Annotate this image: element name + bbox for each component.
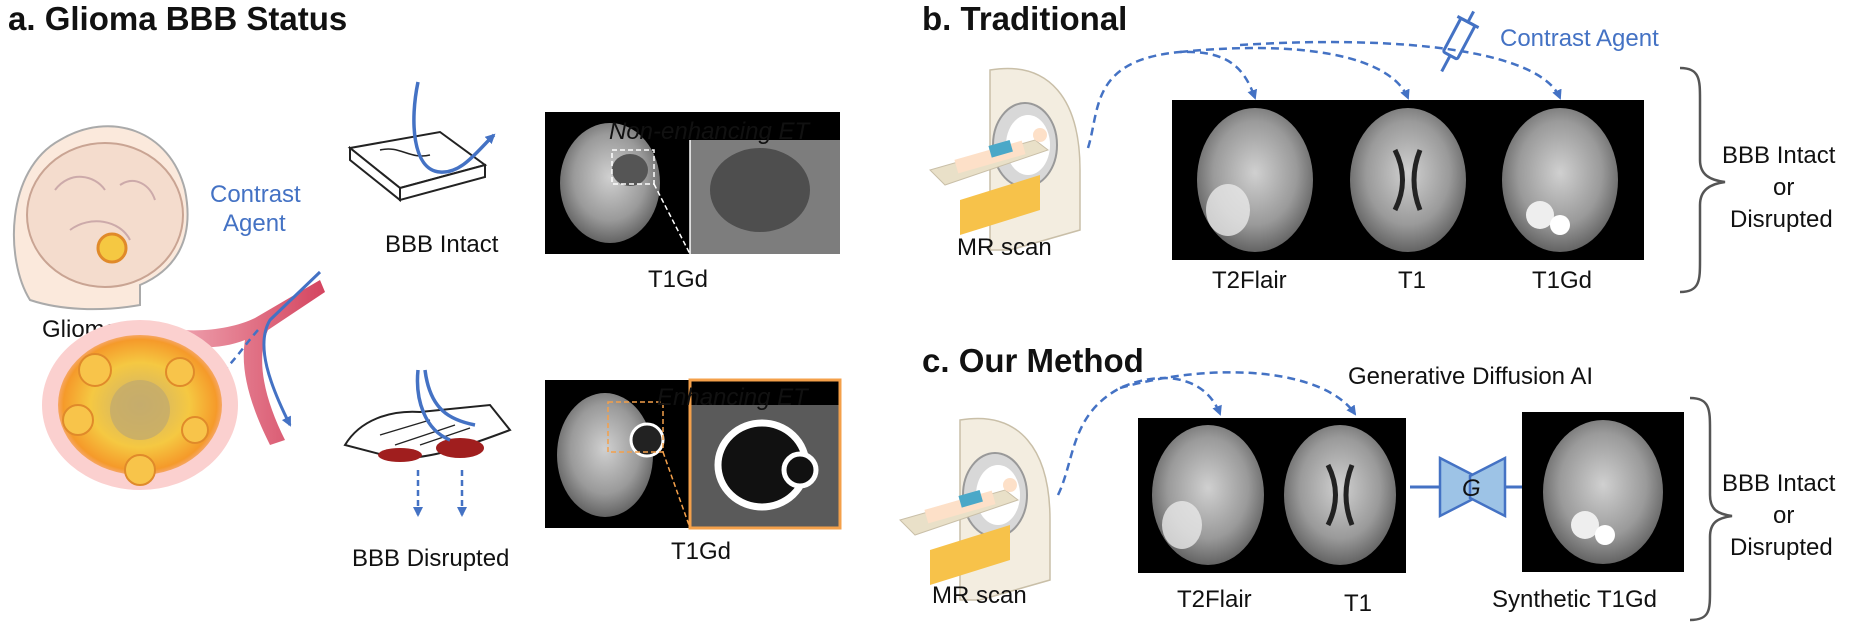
t1-scan-b: [1350, 108, 1466, 252]
t2flair-label-b: T2Flair: [1212, 267, 1287, 294]
bbb-intact-label: BBB Intact: [385, 231, 499, 258]
outcome-b-line3: Disrupted: [1730, 206, 1833, 233]
t1gd-intact-caption: T1Gd: [648, 266, 708, 293]
head-illustration: [12, 125, 189, 311]
syringe-icon: [1440, 10, 1480, 73]
outcome-b-line1: BBB Intact: [1722, 142, 1836, 169]
generative-diffusion-ai-label: Generative Diffusion AI: [1348, 363, 1593, 390]
t1gd-disrupted-caption: T1Gd: [671, 538, 731, 565]
outcome-brace-b: [1679, 66, 1726, 294]
t2flair-scan-c: [1152, 425, 1264, 565]
t1gd-scan-b: [1502, 108, 1618, 252]
panel-a-title: a. Glioma BBB Status: [8, 0, 347, 37]
generator-block: [1410, 455, 1532, 519]
blood-vessel-illustration: [150, 270, 325, 445]
t2flair-scan-b: [1197, 108, 1313, 252]
t2flair-label-c: T2Flair: [1177, 586, 1252, 613]
contrast-agent-label-line2: Agent: [223, 210, 286, 237]
t1-label-c: T1: [1344, 590, 1372, 617]
bbb-disrupted-label: BBB Disrupted: [352, 545, 509, 572]
non-enhancing-et-label: Non-enhancing ET: [609, 118, 811, 145]
enhancing-et-label: Enhancing ET: [657, 384, 810, 411]
synthetic-t1gd-scan: [1543, 420, 1663, 564]
tumor-illustration: [42, 320, 238, 490]
contrast-agent-label-line1: Contrast: [210, 181, 301, 208]
panel-c-title: c. Our Method: [922, 342, 1144, 379]
t1-label-b: T1: [1398, 267, 1426, 294]
mr-scanner-b-illustration: [929, 67, 1081, 251]
synthetic-t1gd-label: Synthetic T1Gd: [1492, 586, 1657, 613]
outcome-c-line2: or: [1773, 502, 1794, 529]
mr-scan-label-c: MR scan: [932, 582, 1027, 609]
outcome-brace-c: [1689, 396, 1733, 622]
brain-tumor-spot: [96, 232, 128, 264]
panel-b-title: b. Traditional: [922, 0, 1127, 37]
bbb-intact-tissue-illustration: [347, 81, 496, 203]
scanner-to-images-arrows-b: [1086, 40, 1562, 149]
outcome-c-line3: Disrupted: [1730, 534, 1833, 561]
mr-scan-label-b: MR scan: [957, 234, 1052, 261]
mr-scanner-c-illustration: [899, 417, 1051, 601]
outcome-c-line1: BBB Intact: [1722, 470, 1836, 497]
generator-symbol: G: [1462, 475, 1481, 502]
t1-scan-c: [1284, 425, 1396, 565]
outcome-b-line2: or: [1773, 174, 1794, 201]
scanner-to-images-arrows-c: [1056, 371, 1357, 496]
t1gd-intact-scan: [545, 112, 840, 255]
contrast-agent-label-b: Contrast Agent: [1500, 25, 1659, 52]
t1gd-label-b: T1Gd: [1532, 267, 1592, 294]
bbb-disrupted-tissue-illustration: [343, 369, 512, 517]
t1gd-disrupted-scan: [545, 378, 842, 530]
